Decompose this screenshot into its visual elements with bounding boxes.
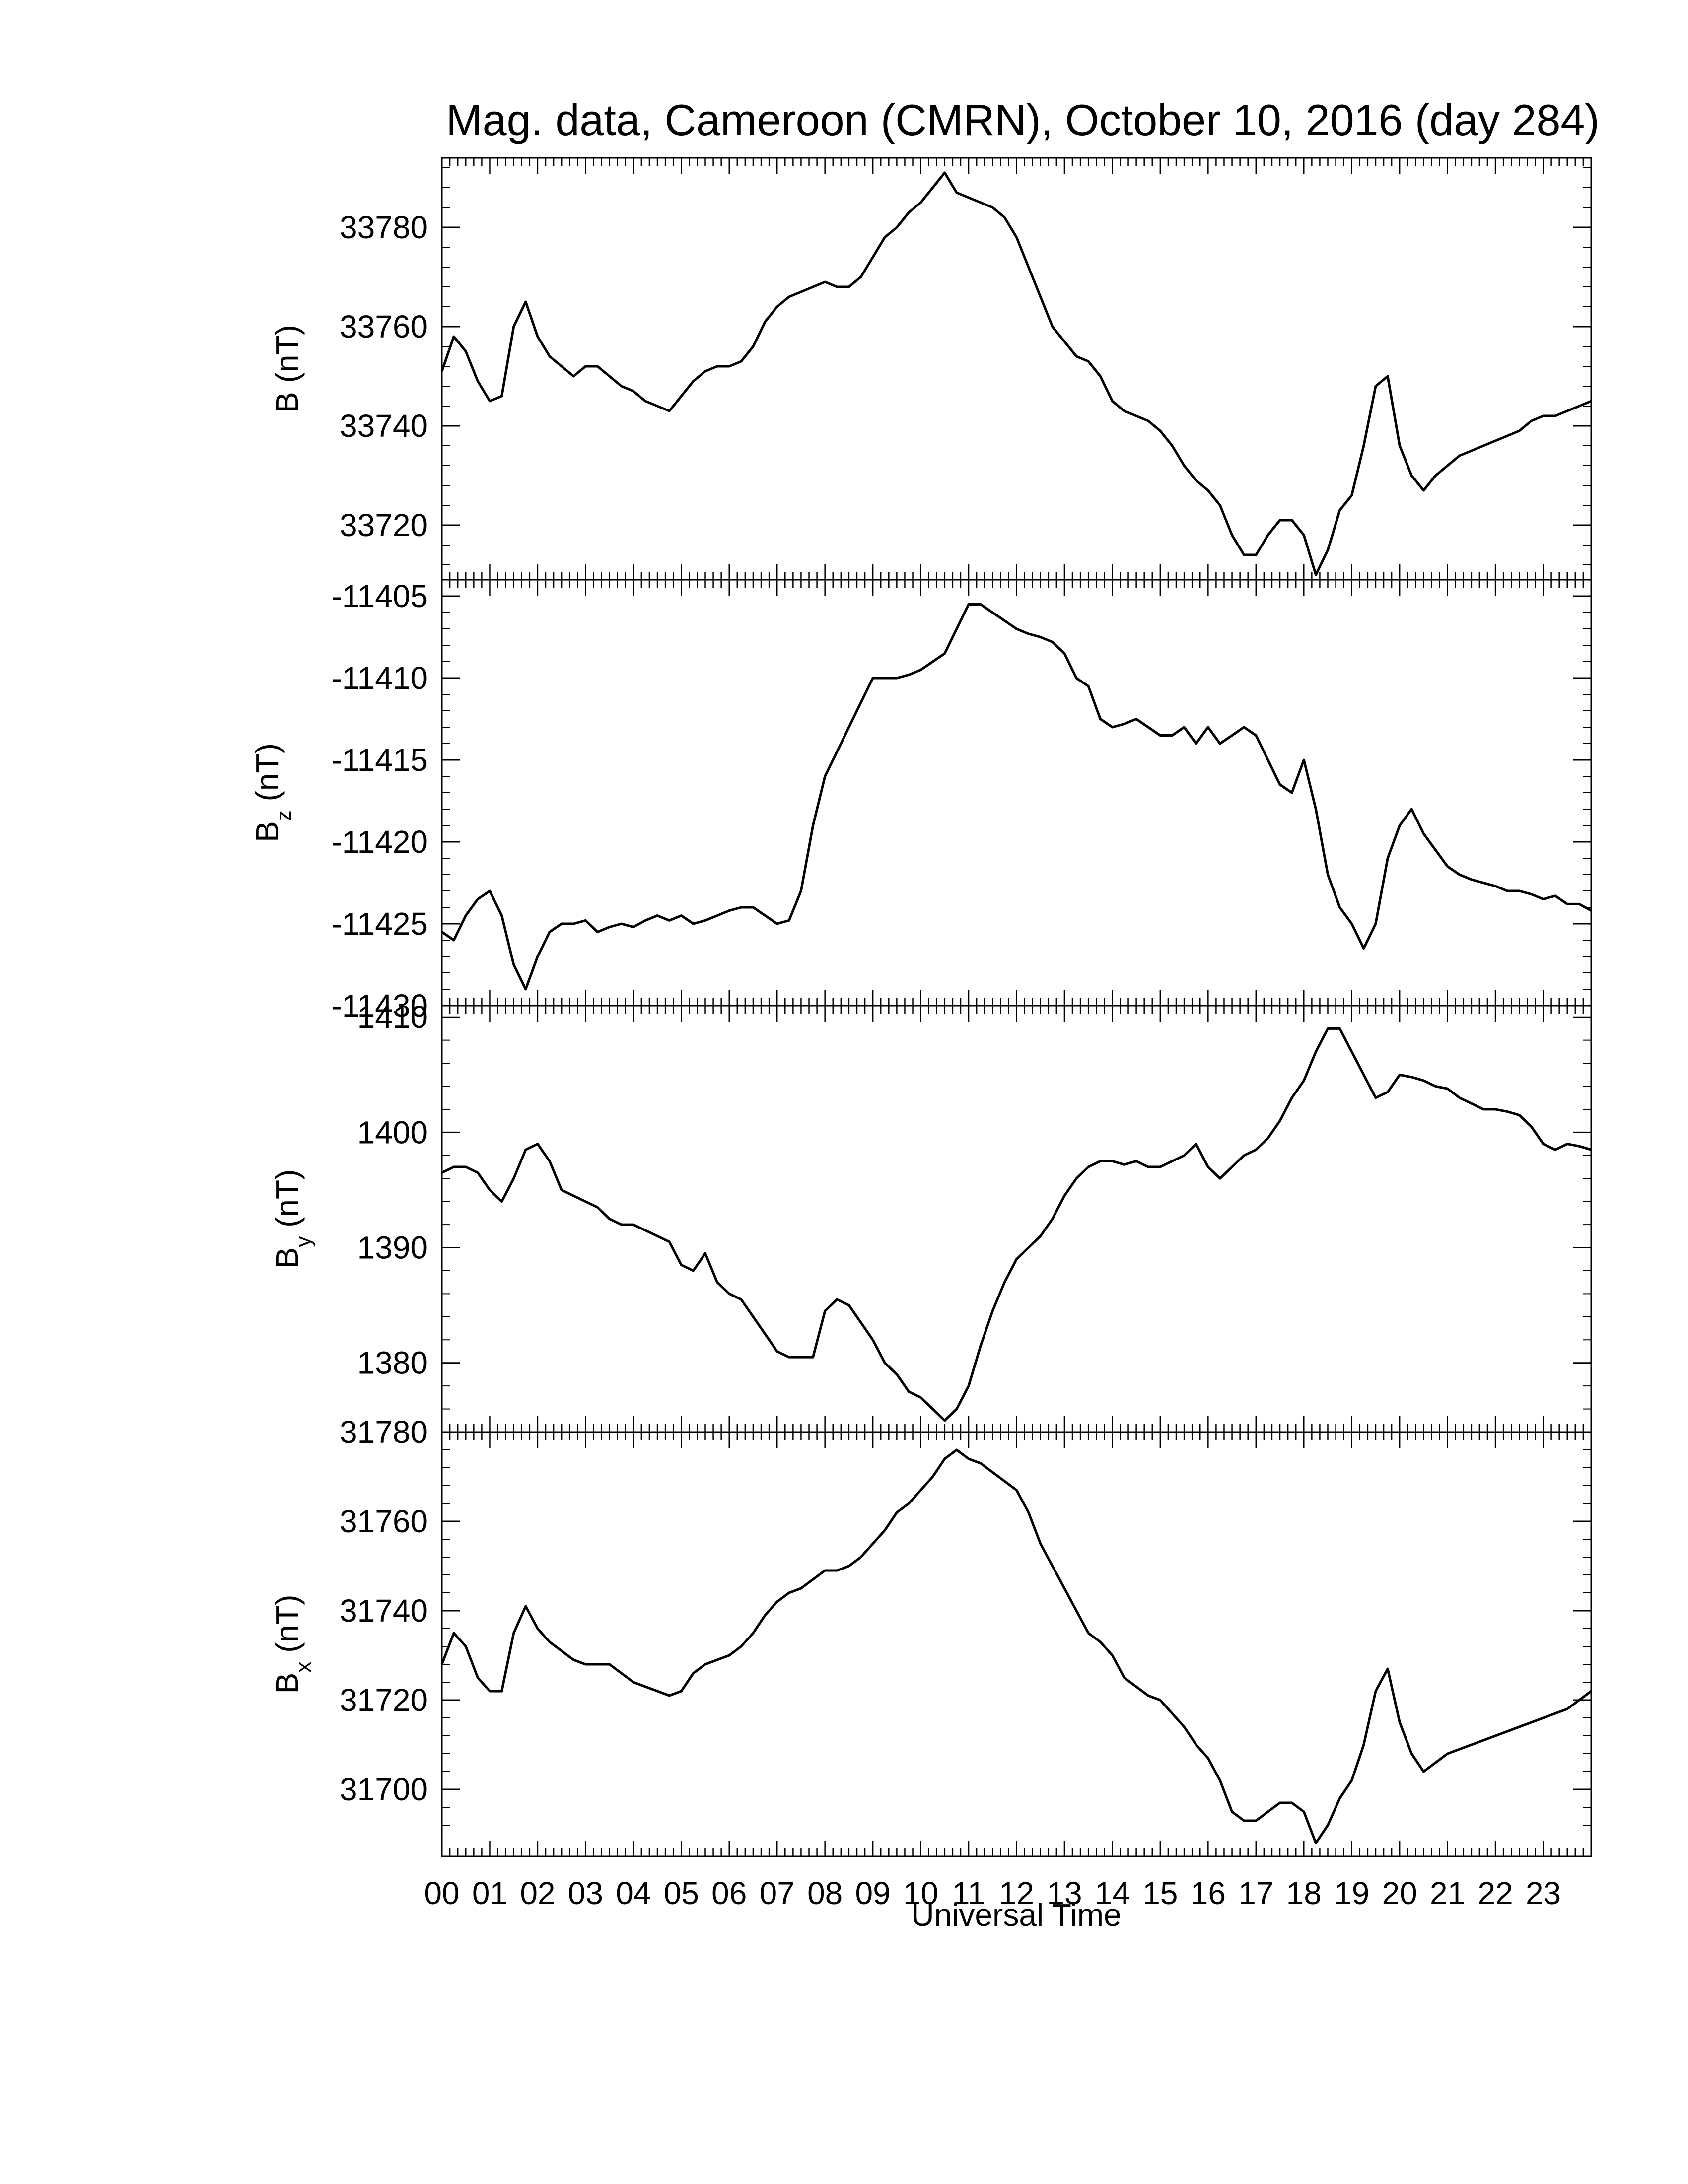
series-line-B [440,171,1592,576]
y-tick-label: 31760 [340,1503,428,1539]
y-tick-label: 31720 [340,1682,428,1718]
x-tick-label: 03 [568,1875,603,1911]
x-tick-label: 21 [1430,1875,1465,1911]
x-tick-label: 09 [855,1875,891,1911]
y-tick-label: -11430 [331,988,428,1024]
x-tick-label: 10 [903,1875,938,1911]
panel-By: 1380 1390 1400 1410 By (nT) [269,999,1592,1433]
y-tick-label: 1400 [357,1114,428,1150]
x-tick-label: 14 [1095,1875,1130,1911]
panel-frame-Bz [441,579,1592,1007]
x-tick-label: 11 [952,1875,985,1911]
y-tick-label: 33780 [340,209,428,245]
x-tick-label: 02 [520,1875,555,1911]
y-tick-label: 33740 [340,408,428,444]
x-tick-label: 07 [760,1875,795,1911]
y-tick-label: 1380 [357,1345,428,1381]
y-axis-label-By: By (nT) [269,1169,316,1269]
y-tick-label: 31740 [340,1593,428,1629]
x-tick-label: 06 [711,1875,747,1911]
x-tick-label: 00 [424,1875,459,1911]
x-tick-label: 22 [1477,1875,1513,1911]
y-tick-label: -11410 [331,660,428,696]
x-tick-label: 08 [807,1875,843,1911]
y-tick-label: 31780 [340,1414,428,1450]
x-tick-label: 04 [616,1875,651,1911]
panel-frame-Bx [441,1431,1592,1857]
x-tick-label: 23 [1526,1875,1561,1911]
panel-Bx: 31700 31720 31740 31760 31780 Bx (nT) [269,1414,1592,1857]
y-tick-label: 33760 [340,309,428,344]
x-tick-label: 12 [999,1875,1034,1911]
y-tick-label: 33720 [340,507,428,543]
series-line-Bx [440,1448,1592,1844]
y-tick-label: -11420 [331,824,428,860]
y-tick-label: -11405 [331,578,428,614]
y-tick-label: -11415 [331,742,428,778]
x-tick-label: 19 [1334,1875,1369,1911]
y-axis-label-B: B (nT) [269,325,305,413]
x-tick-label: 15 [1142,1875,1178,1911]
y-tick-label: 31700 [340,1772,428,1807]
panel-Bz: -11430 -11425 -11420 -11415 -11410 -11405 Bz (… [249,578,1592,1024]
x-tick-label: 01 [472,1875,507,1911]
panel-B: 33720 33740 33760 33780 B (nT) [269,157,1592,581]
x-tick-label: 20 [1382,1875,1417,1911]
y-axis-label-Bx: Bx (nT) [269,1595,316,1694]
x-tick-label: 13 [1047,1875,1082,1911]
x-axis-label: Universal Time [911,1897,1121,1933]
series-line-By [441,1027,1592,1422]
x-tick-label: 16 [1191,1875,1226,1911]
y-tick-label: -11425 [331,906,428,942]
y-axis-label-Bz: Bz (nT) [249,743,296,842]
x-tick-label: 17 [1238,1875,1273,1911]
x-tick-label: 05 [664,1875,699,1911]
chart-title: Mag. data, Cameroon (CMRN), October 10, … [446,95,1599,144]
y-tick-label: 1410 [357,999,428,1035]
y-tick-label: 1390 [357,1230,428,1266]
panel-frame-B [441,157,1592,581]
series-line-Bz [441,603,1592,991]
panel-frame-By [441,1005,1592,1433]
x-tick-label: 18 [1286,1875,1322,1911]
